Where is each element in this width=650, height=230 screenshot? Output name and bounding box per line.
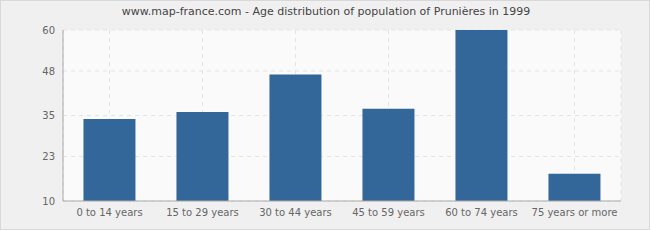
html-text:www.map-france.com - Age distr: www.map-france.com - Age distribution of… [121,5,531,18]
svg-text:23: 23 [42,151,55,162]
svg-text:15 to 29 years: 15 to 29 years [166,207,239,218]
svg-text:10: 10 [42,196,55,207]
svg-text:30 to 44 years: 30 to 44 years [259,207,332,218]
svg-text:60: 60 [42,25,55,36]
svg-text:35: 35 [42,110,55,121]
svg-text:0 to 14 years: 0 to 14 years [76,207,142,218]
svg-text:60 to 74 years: 60 to 74 years [445,207,518,218]
svg-text:48: 48 [42,66,55,77]
svg-text:75 years or more: 75 years or more [532,207,618,218]
svg-text:45 to 59 years: 45 to 59 years [352,207,425,218]
